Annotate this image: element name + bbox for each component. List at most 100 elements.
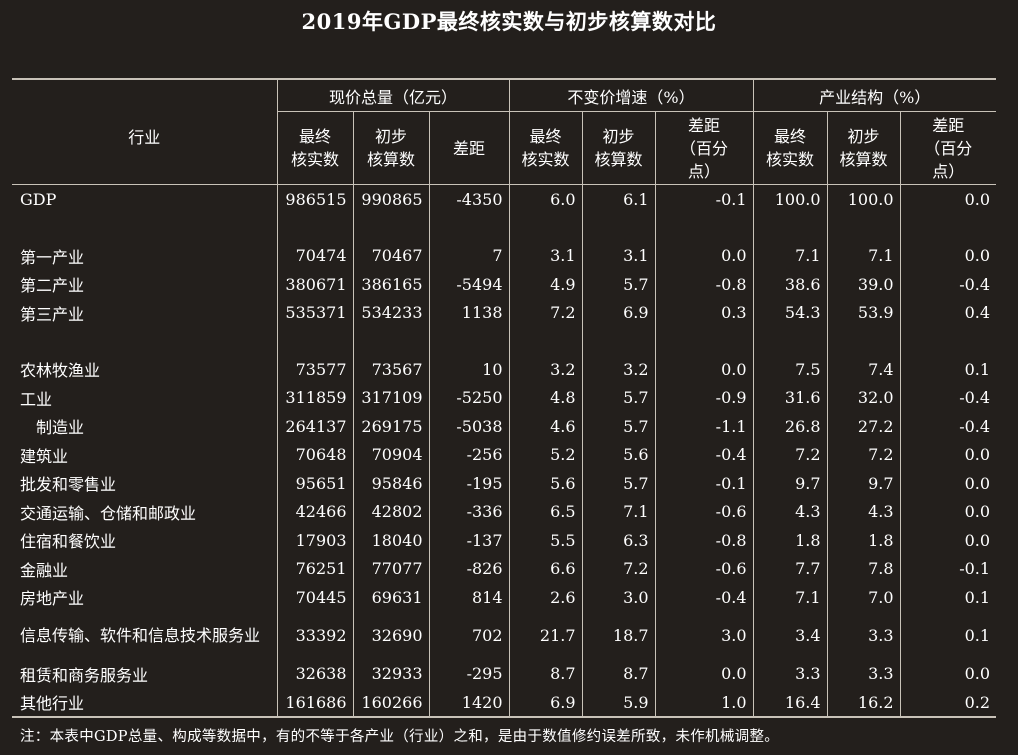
cell-value: 32.0 [826,383,901,412]
table-row: 第一产业 70474 70467 7 3.1 3.1 0.0 7.1 7.1 0.0 [12,241,997,270]
table-row: 金融业 76251 77077 -826 6.6 7.2 -0.6 7.7 7.8 -0.1 [12,554,997,583]
cell-value: 986515 [276,184,353,214]
cell-value: -826 [428,554,510,583]
cell-value: 3.0 [581,583,656,612]
cell-value: -0.1 [654,184,754,214]
row-label: 第二产业 [20,276,85,296]
cell-value: 0.0 [899,440,997,469]
cell-value: 9.7 [752,469,828,498]
header-prelim: 初步 核算数 [826,111,901,185]
table-row: 制造业 264137 269175 -5038 4.6 5.7 -1.1 26.8 27.2 -0… [12,412,997,441]
cell-value: -0.4 [899,383,997,412]
cell-value: 5.7 [581,412,656,441]
cell-value: 1.8 [826,526,901,555]
row-label: 其他行业 [20,694,85,714]
cell-value: 0.0 [899,497,997,526]
cell-value: 95846 [352,469,429,498]
cell-value: 3.3 [826,659,901,688]
cell-value: 26.8 [752,412,828,441]
row-label: 制造业 [36,418,85,438]
header-group-growth: 不变价增速（%） [508,79,754,112]
table-row: 第三产业 535371 534233 1138 7.2 6.9 0.3 54.3 53.9 0.4 [12,298,997,327]
cell-value: 7.4 [826,355,901,384]
table-row: 租赁和商务服务业 32638 32933 -295 8.7 8.7 0.0 3.3 3.3 0.0 [12,659,997,688]
header-prelim: 初步 核算数 [352,111,429,185]
cell-value: 311859 [276,383,353,412]
header-final: 最终 核实数 [752,111,828,185]
header-diff-points: 差距 （百分 点） [899,111,997,185]
row-label: 工业 [20,389,53,409]
cell-value: 264137 [276,412,353,441]
cell-value: 18040 [352,526,429,555]
cell-value: 70648 [276,440,353,469]
cell-value: 73577 [276,355,353,384]
cell-value: 39.0 [826,270,901,299]
cell-value: 5.5 [508,526,583,555]
cell-value: -137 [428,526,510,555]
cell-value: 7.2 [581,554,656,583]
cell-value: 4.6 [508,412,583,441]
cell-value: 18.7 [581,611,656,660]
cell-value: -0.4 [899,270,997,299]
cell-value: -1.1 [654,412,754,441]
header-group-structure: 产业结构（%） [752,79,997,112]
cell-value: 0.0 [654,659,754,688]
table-row: 其他行业 161686 160266 1420 6.9 5.9 1.0 16.4 16.2 0.2 [12,688,997,717]
cell-value: 4.8 [508,383,583,412]
cell-value: 5.6 [581,440,656,469]
cell-value: 27.2 [826,412,901,441]
cell-value: 6.6 [508,554,583,583]
cell-value: 0.1 [899,611,997,660]
cell-value: 7.1 [752,241,828,270]
table-body: GDP 986515 990865 -4350 6.0 6.1 -0.1 100.0 100.0… [12,184,997,717]
cell-value: 70474 [276,241,353,270]
cell-value: 42466 [276,497,353,526]
cell-value: 70467 [352,241,429,270]
cell-value: 269175 [352,412,429,441]
table-title: 2019年GDP最终核实数与初步核算数对比 [301,9,717,34]
cell-value: -4350 [428,184,510,214]
cell-value: 70904 [352,440,429,469]
cell-value: 16.4 [752,688,828,717]
row-label: 交通运输、仓储和邮政业 [20,503,197,523]
cell-value: 6.1 [581,184,656,214]
cell-value: -0.6 [654,554,754,583]
table-row: 第二产业 380671 386165 -5494 4.9 5.7 -0.8 38.6 39.0-… [12,270,997,299]
row-label: GDP [20,189,57,209]
cell-value: 534233 [352,298,429,327]
cell-value: -0.8 [654,526,754,555]
spacer-row [12,213,997,242]
header-group-nominal: 现价总量（亿元） [276,79,510,112]
cell-value: 54.3 [752,298,828,327]
cell-value: 5.7 [581,270,656,299]
cell-value: 7.2 [508,298,583,327]
cell-value: 7.0 [826,583,901,612]
cell-value: 535371 [276,298,353,327]
cell-value: 5.7 [581,469,656,498]
cell-value: 5.7 [581,383,656,412]
cell-value: 386165 [352,270,429,299]
cell-value: 5.2 [508,440,583,469]
row-label: 金融业 [20,560,69,580]
cell-value: 7.8 [826,554,901,583]
cell-value: 3.0 [654,611,754,660]
cell-value: -336 [428,497,510,526]
table-row: 工业 311859 317109 -5250 4.8 5.7 -0.9 31.6 32.0 -0.… [12,383,997,412]
header-industry: 行业 [12,79,277,185]
cell-value: 6.5 [508,497,583,526]
cell-value: 33392 [276,611,353,660]
cell-value: 17903 [276,526,353,555]
table-row: 交通运输、仓储和邮政业 42466 42802 -336 6.5 7.1 -0.6 4.3 4.… [12,497,997,526]
cell-value: 161686 [276,688,353,717]
cell-value: 317109 [352,383,429,412]
cell-value: -0.1 [899,554,997,583]
cell-value: 38.6 [752,270,828,299]
cell-value: 7.1 [826,241,901,270]
cell-value: 7.2 [826,440,901,469]
cell-value: 5.6 [508,469,583,498]
row-label: 建筑业 [20,446,69,466]
cell-value: -0.6 [654,497,754,526]
cell-value: -0.1 [654,469,754,498]
cell-value: 6.9 [508,688,583,717]
table-row: 批发和零售业 95651 95846 -195 5.6 5.7 -0.1 9.7 9.7 0.0 [12,469,997,498]
